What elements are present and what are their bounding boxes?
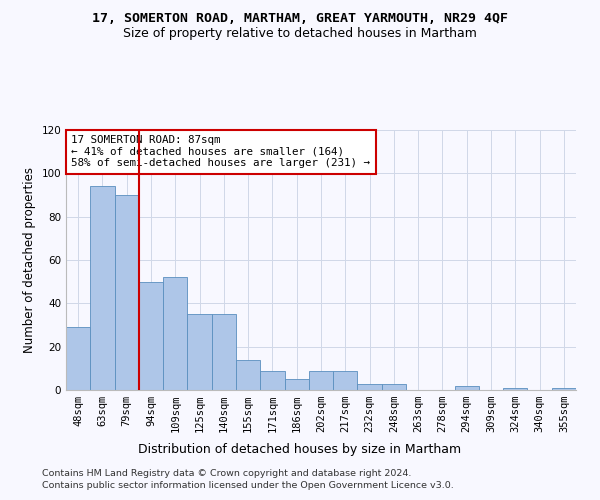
Text: Contains public sector information licensed under the Open Government Licence v3: Contains public sector information licen… [42, 481, 454, 490]
Text: Size of property relative to detached houses in Martham: Size of property relative to detached ho… [123, 28, 477, 40]
Bar [358, 384, 382, 390]
Bar [66, 327, 90, 390]
Bar [187, 314, 212, 390]
Y-axis label: Number of detached properties: Number of detached properties [23, 167, 36, 353]
Bar [309, 370, 333, 390]
Bar [284, 379, 309, 390]
Text: Contains HM Land Registry data © Crown copyright and database right 2024.: Contains HM Land Registry data © Crown c… [42, 468, 412, 477]
Bar [212, 314, 236, 390]
Text: Distribution of detached houses by size in Martham: Distribution of detached houses by size … [139, 442, 461, 456]
Bar [503, 388, 527, 390]
Bar [163, 278, 187, 390]
Bar [455, 386, 479, 390]
Bar [260, 370, 284, 390]
Text: 17 SOMERTON ROAD: 87sqm
← 41% of detached houses are smaller (164)
58% of semi-d: 17 SOMERTON ROAD: 87sqm ← 41% of detache… [71, 135, 370, 168]
Bar [236, 360, 260, 390]
Bar [333, 370, 358, 390]
Bar [382, 384, 406, 390]
Bar [552, 388, 576, 390]
Bar [90, 186, 115, 390]
Bar [115, 195, 139, 390]
Text: 17, SOMERTON ROAD, MARTHAM, GREAT YARMOUTH, NR29 4QF: 17, SOMERTON ROAD, MARTHAM, GREAT YARMOU… [92, 12, 508, 26]
Bar [139, 282, 163, 390]
